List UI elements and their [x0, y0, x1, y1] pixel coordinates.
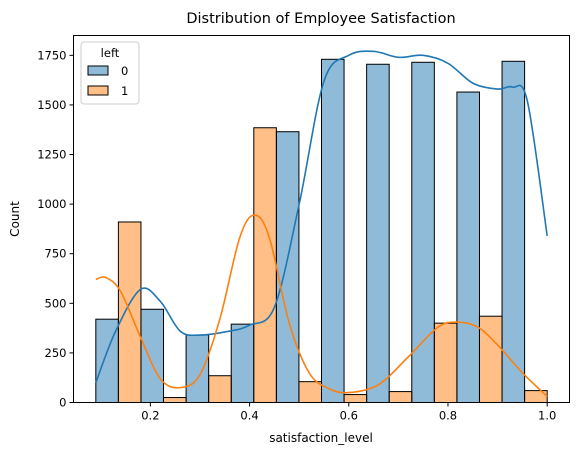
kde-line-series-0: [95, 50, 548, 383]
y-tick-label: 750: [45, 247, 67, 261]
y-tick-label: 1750: [37, 48, 66, 62]
kde-layer: [95, 50, 548, 398]
bar-series-0-bin-3: [185, 334, 210, 404]
y-tick-label: 1250: [37, 148, 66, 162]
legend-swatch-series-1: [87, 85, 109, 96]
bar-series-0-bin-9: [456, 91, 480, 403]
plot-frame: [73, 35, 570, 403]
x-tick-label: 0.2: [141, 409, 159, 423]
chart-title: Distribution of Employee Satisfaction: [186, 11, 455, 27]
kde-line-series-1: [95, 214, 548, 398]
bar-series-1-bin-3: [208, 375, 232, 404]
bar-series-0-bin-2: [140, 308, 165, 404]
legend-title: left: [101, 46, 120, 60]
bar-series-0-bin-6: [321, 58, 345, 403]
bar-series-0-bin-4: [230, 323, 255, 403]
legend-label-series-0: 0: [121, 64, 128, 78]
bars-layer: [95, 58, 548, 404]
y-tick-label: 250: [45, 346, 67, 360]
bar-series-1-bin-6: [343, 394, 368, 403]
bar-series-1-bin-2: [163, 397, 187, 403]
bar-series-0-bin-5: [275, 131, 300, 404]
x-tick-label: 0.6: [340, 409, 358, 423]
y-tick-label: 1000: [37, 197, 66, 211]
legend-label-series-1: 1: [121, 84, 128, 98]
bar-series-0-bin-8: [411, 61, 435, 404]
bar-series-0-bin-7: [366, 63, 390, 403]
x-axis: 0.2 0.4 0.6 0.8 1.0: [141, 402, 556, 423]
y-tick-label: 500: [45, 296, 67, 310]
y-tick-label: 1500: [37, 98, 66, 112]
bar-series-1-bin-4: [253, 127, 277, 404]
x-tick-label: 0.8: [439, 409, 457, 423]
x-tick-label: 0.4: [240, 409, 258, 423]
bar-series-0-bin-10: [501, 60, 526, 404]
x-tick-label: 1.0: [538, 409, 556, 423]
x-axis-label: satisfaction_level: [269, 431, 373, 445]
bar-series-1-bin-9: [478, 315, 503, 404]
legend-swatch-series-0: [87, 65, 109, 76]
bar-series-1-bin-8: [433, 322, 458, 403]
y-tick-label: 0: [59, 396, 66, 410]
y-axis: 0 250 500 750 1000 1250 1500 1750: [37, 48, 74, 410]
bar-series-1-bin-5: [298, 381, 323, 403]
bar-series-1-bin-7: [388, 391, 413, 404]
y-axis-label: Count: [8, 201, 22, 237]
